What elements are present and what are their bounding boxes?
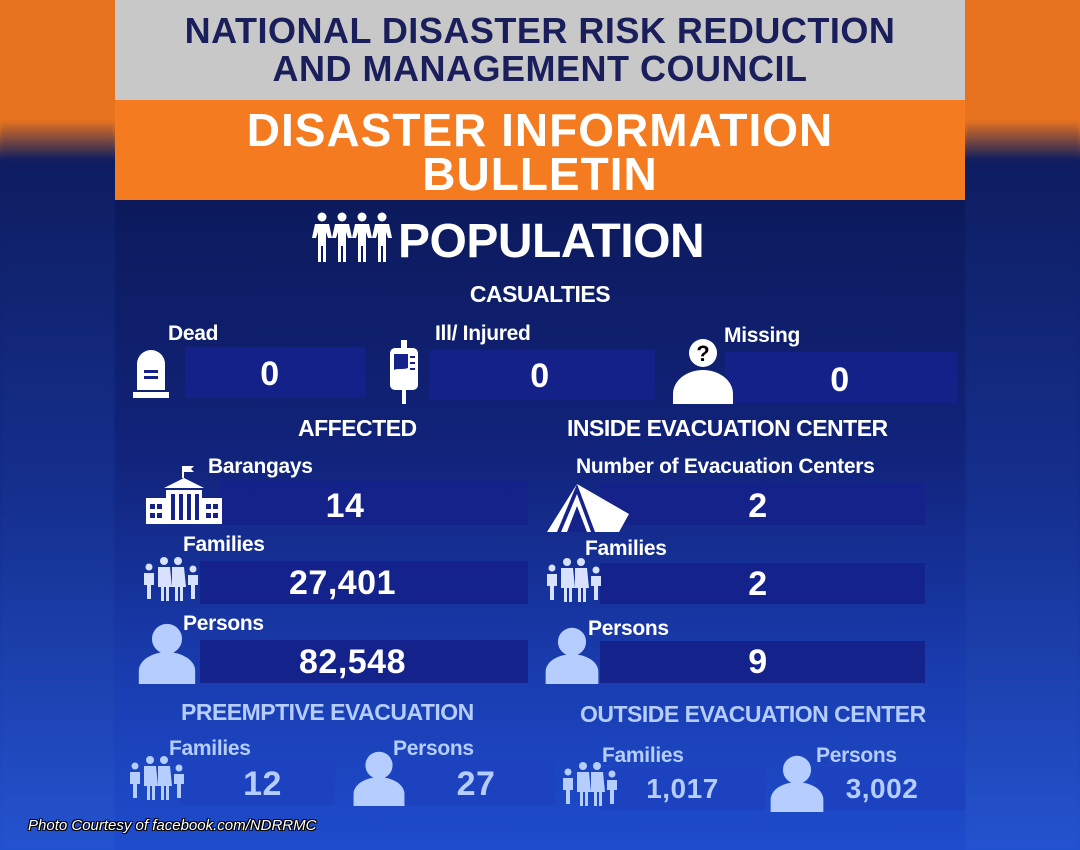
affected-persons-value: 82,548: [299, 643, 406, 681]
outside-persons-value: 3,002: [845, 773, 919, 804]
barangay-hall-icon: [146, 466, 222, 526]
inside-family-icon: [545, 558, 605, 604]
outside-families-box: [600, 767, 765, 810]
outside-persons-box: [815, 767, 965, 810]
org-header: NATIONAL DISASTER RISK REDUCTION AND MAN…: [115, 0, 965, 100]
missing-person-icon: ?: [670, 338, 736, 404]
blurred-background-right: [965, 0, 1080, 850]
outside-ec-title: OUTSIDE EVACUATION CENTER: [580, 701, 926, 727]
dead-value: 0: [260, 355, 280, 393]
bulletin-panel: NATIONAL DISASTER RISK REDUCTION AND MAN…: [115, 0, 965, 850]
evac-centers-value: 2: [748, 487, 768, 525]
bulletin-line-2: BULLETIN: [422, 148, 658, 200]
iv-bag-icon: [388, 340, 420, 406]
bulletin-header: DISASTER INFORMATION BULLETIN: [115, 100, 965, 200]
evac-centers-box: [600, 483, 925, 525]
affected-family-icon: [142, 557, 202, 603]
inside-persons-label: Persons: [588, 617, 669, 640]
missing-label: Missing: [724, 324, 801, 347]
dead-label: Dead: [168, 322, 219, 345]
inside-persons-value: 9: [748, 643, 768, 681]
blurred-background-left: [0, 0, 115, 850]
preemptive-person-icon: [352, 750, 406, 806]
preemptive-title: PREEMPTIVE EVACUATION: [181, 699, 474, 725]
outside-families-value: 1,017: [646, 773, 719, 804]
affected-title: AFFECTED: [298, 415, 417, 441]
preemptive-families-label: Families: [169, 737, 251, 760]
photo-credit: Photo Courtesy of facebook.com/NDRRMC: [28, 817, 317, 834]
inside-persons-box: [600, 641, 925, 683]
outside-person-icon: [770, 754, 824, 812]
inside-ec-title: INSIDE EVACUATION CENTER: [567, 415, 888, 441]
preemptive-families-value: 12: [243, 765, 282, 803]
org-line-1: NATIONAL DISASTER RISK REDUCTION: [184, 10, 896, 51]
missing-value: 0: [830, 361, 850, 399]
outside-persons-label: Persons: [816, 744, 897, 767]
injured-label: Ill/ Injured: [435, 322, 531, 345]
preemptive-persons-box: [390, 762, 555, 805]
inside-person-icon: [543, 626, 601, 684]
inside-families-label: Families: [585, 537, 667, 560]
affected-families-label: Families: [183, 533, 265, 556]
population-title: POPULATION: [398, 215, 705, 268]
preemptive-families-box: [180, 762, 335, 805]
missing-box: [725, 352, 957, 403]
barangays-value: 14: [325, 487, 365, 525]
preemptive-persons-value: 27: [456, 765, 496, 803]
svg-text:?: ?: [696, 341, 709, 366]
barangays-box: [220, 481, 528, 525]
preemptive-persons-label: Persons: [393, 737, 474, 760]
affected-persons-label: Persons: [183, 612, 264, 635]
tent-icon: [547, 480, 629, 534]
dead-box: [185, 347, 365, 398]
inside-families-value: 2: [748, 565, 768, 603]
bulletin-line-1: DISASTER INFORMATION: [246, 104, 834, 156]
outside-families-label: Families: [602, 744, 684, 767]
barangays-label: Barangays: [208, 455, 313, 478]
inside-families-box: [600, 563, 925, 604]
casualties-title: CASUALTIES: [469, 281, 611, 307]
injured-value: 0: [530, 357, 550, 395]
affected-person-icon: [137, 622, 197, 684]
tombstone-icon: [133, 350, 169, 400]
population-people-icon: [312, 212, 392, 264]
affected-families-value: 27,401: [289, 564, 396, 602]
affected-persons-box: [200, 640, 528, 683]
preemptive-family-icon: [128, 756, 188, 802]
evac-centers-label: Number of Evacuation Centers: [576, 455, 875, 478]
injured-box: [430, 350, 655, 400]
org-line-2: AND MANAGEMENT COUNCIL: [272, 48, 808, 89]
affected-families-box: [200, 561, 528, 604]
outside-family-icon: [561, 762, 621, 808]
